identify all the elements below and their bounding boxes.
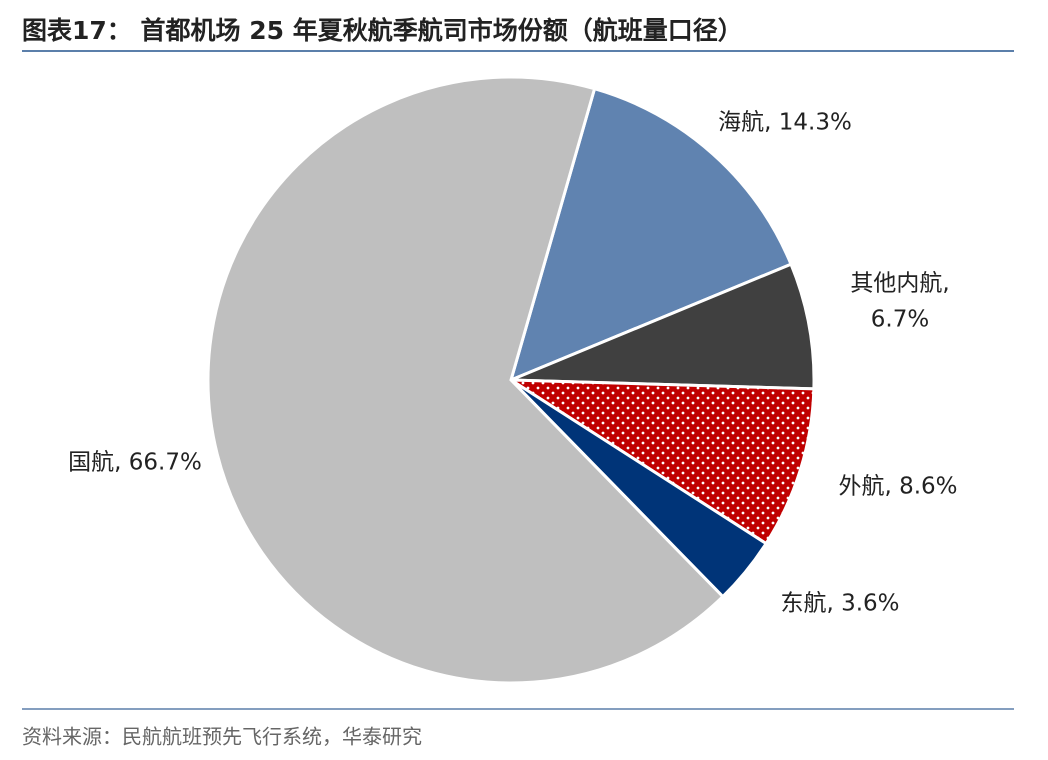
data-label: 国航, 66.7% bbox=[68, 450, 202, 476]
pie-slice bbox=[206, 75, 725, 685]
data-label: 外航, 8.6% bbox=[838, 474, 957, 500]
pie-slice bbox=[505, 378, 816, 546]
data-label: 海航, 14.3% bbox=[718, 110, 852, 136]
pie-slice bbox=[508, 86, 793, 383]
pie-slice bbox=[510, 262, 816, 391]
data-label: 6.7% bbox=[871, 307, 929, 333]
data-label: 东航, 3.6% bbox=[780, 591, 899, 617]
source: 资料来源：民航航班预先飞行系统，华泰研究 bbox=[22, 725, 422, 749]
chart-title: 图表17： 首都机场 25 年夏秋航季航司市场份额（航班量口径） bbox=[22, 16, 743, 45]
data-label: 其他内航, bbox=[850, 271, 949, 297]
